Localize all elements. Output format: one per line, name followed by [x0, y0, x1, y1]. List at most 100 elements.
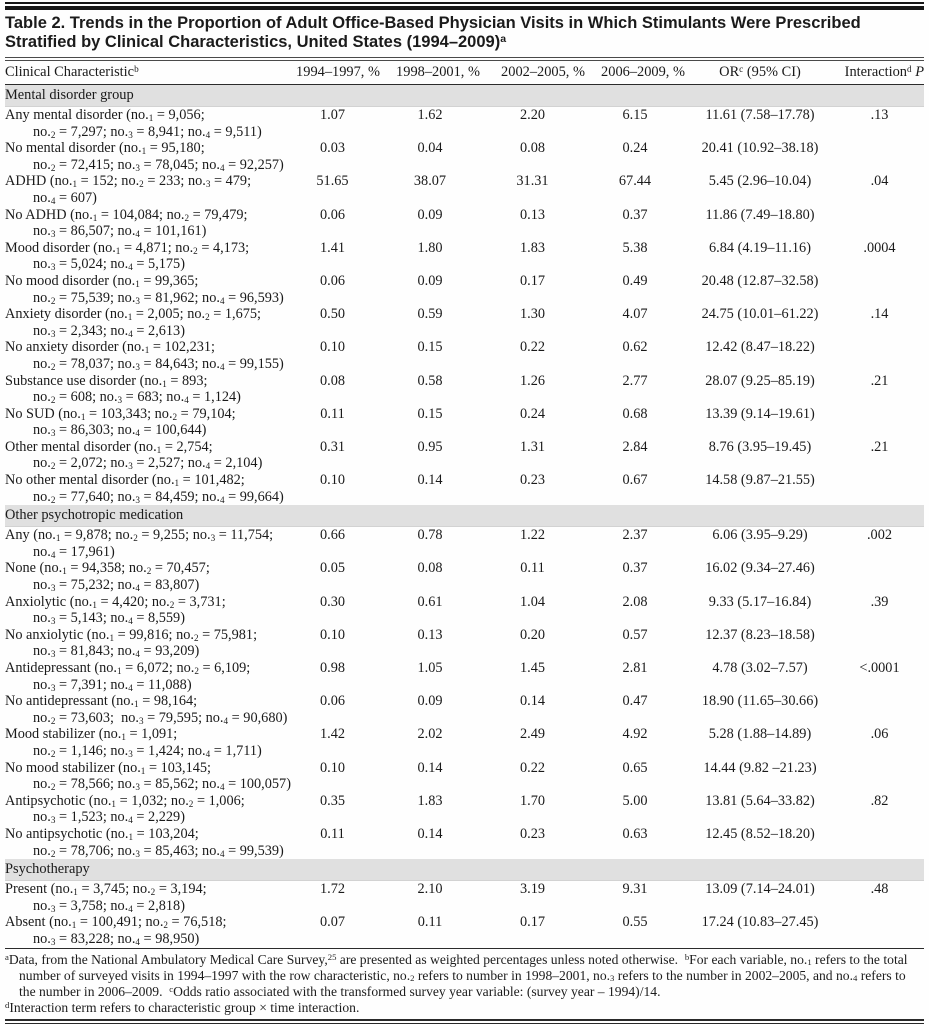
percent-value: 0.24 — [519, 405, 546, 422]
percent-value: 0.20 — [519, 626, 546, 643]
percent-value: 2.84 — [622, 438, 648, 455]
percent-value: 0.14 — [417, 825, 443, 842]
interaction-p-value: .39 — [870, 593, 889, 610]
row-label: No mood stabilizer (no.1 = 103,145; no.2 … — [5, 760, 291, 793]
odds-ratio-ci-value: 13.09 (7.14–24.01) — [705, 881, 815, 898]
row-label-text: No ADHD (no.1 = 104,084; no.2 = 79,479; — [5, 206, 248, 223]
row-label: No mental disorder (no.1 = 95,180; no.2 =… — [5, 140, 285, 173]
percent-value: 1.05 — [417, 660, 443, 676]
percent-value: 2.20 — [519, 107, 546, 123]
row-label-continuation: no.3 = 5,024; no.4 = 5,175) — [33, 256, 185, 273]
row-label-text: Present (no.1 = 3,745; no.2 = 3,194; — [5, 881, 207, 898]
section-row: Psychotherapy — [5, 859, 924, 882]
table-row: No SUD (no.1 = 103,343; no.2 = 79,104; no… — [5, 406, 924, 439]
row-label: No mood disorder (no.1 = 99,365; no.2 = 7… — [5, 273, 285, 306]
row-label-text: No anxiolytic (no.1 = 99,816; no.2 = 75,… — [5, 626, 258, 643]
odds-ratio-ci-value: 28.07 (9.25–85.19) — [705, 372, 815, 389]
row-label-text: Mood stabilizer (no.1 = 1,091; — [5, 726, 178, 743]
interaction-p-value: <.0001 — [859, 660, 900, 676]
odds-ratio-ci-value: 5.28 (1.88–14.89) — [708, 726, 812, 743]
row-label: Antipsychotic (no.1 = 1,032; no.2 = 1,00… — [5, 793, 285, 826]
top-rule-thin — [5, 2, 924, 4]
percent-value: 6.15 — [622, 107, 648, 123]
percent-value: 0.08 — [519, 140, 546, 157]
percent-value: 0.61 — [417, 593, 443, 610]
interaction-p-value — [835, 760, 924, 793]
percent-value: 0.17 — [519, 272, 546, 289]
table-row: Absent (no.1 = 100,491; no.2 = 76,518; no… — [5, 914, 924, 947]
percent-value: 0.06 — [319, 206, 346, 223]
row-label-continuation: no.3 = 3,758; no.4 = 2,818) — [33, 897, 185, 914]
table-row: ADHD (no.1 = 152; no.2 = 233; no.3 = 479… — [5, 173, 924, 206]
percent-value: 0.24 — [622, 140, 648, 157]
percent-value: 0.05 — [319, 560, 346, 577]
percent-value: 0.23 — [519, 472, 546, 489]
row-label: No ADHD (no.1 = 104,084; no.2 = 79,479; n… — [5, 207, 285, 240]
table-row: Present (no.1 = 3,745; no.2 = 3,194; no.3… — [5, 881, 924, 915]
percent-value: 0.68 — [622, 405, 648, 422]
bottom-rule-thin — [5, 1018, 924, 1021]
percent-value: 0.58 — [417, 372, 443, 389]
percent-value: 2.02 — [417, 726, 443, 743]
percent-value: 0.57 — [622, 626, 648, 643]
percent-value: 1.30 — [519, 306, 546, 323]
odds-ratio-ci-value: 11.61 (7.58–17.78) — [705, 107, 815, 123]
odds-ratio-ci-value: 14.44 (9.82 –21.23) — [703, 759, 817, 776]
row-label-continuation: no.2 = 7,297; no.3 = 8,941; no.4 = 9,511… — [33, 123, 262, 140]
percent-value: 3.19 — [519, 881, 546, 898]
table-row: No mood disorder (no.1 = 99,365; no.2 = 7… — [5, 273, 924, 306]
percent-value: 1.70 — [519, 792, 546, 809]
percent-value: 0.10 — [319, 626, 346, 643]
percent-value: 0.11 — [417, 914, 443, 931]
odds-ratio-ci-value: 16.02 (9.34–27.46) — [705, 560, 815, 577]
row-label-text: None (no.1 = 94,358; no.2 = 70,457; — [5, 560, 210, 577]
percent-value: 1.45 — [519, 660, 546, 676]
percent-value: 67.44 — [618, 173, 652, 190]
percent-value: 0.09 — [417, 206, 443, 223]
row-label-text: No anxiety disorder (no.1 = 102,231; — [5, 339, 215, 356]
odds-ratio-ci-value: 11.86 (7.49–18.80) — [705, 206, 815, 223]
percent-value: 51.65 — [316, 173, 349, 190]
odds-ratio-ci-value: 13.39 (9.14–19.61) — [705, 405, 815, 422]
column-header-row: Clinical Characteristicb 1994–1997, % 1998… — [5, 61, 924, 85]
percent-value: 0.59 — [417, 306, 443, 323]
percent-value: 1.07 — [319, 107, 346, 123]
percent-value: 0.23 — [519, 825, 546, 842]
percent-value: 0.35 — [319, 792, 346, 809]
section-header: Psychotherapy — [5, 859, 924, 882]
odds-ratio-ci-value: 24.75 (10.01–61.22) — [701, 306, 819, 323]
interaction-p-value: .06 — [870, 726, 889, 743]
percent-value: 1.31 — [519, 438, 546, 455]
interaction-p-value — [835, 140, 924, 173]
odds-ratio-ci-value: 8.76 (3.95–19.45) — [708, 438, 812, 455]
row-label-text: No antidepressant (no.1 = 98,164; — [5, 693, 198, 710]
row-label-text: No antipsychotic (no.1 = 103,204; — [5, 825, 199, 842]
row-label-continuation: no.2 = 608; no.3 = 683; no.4 = 1,124) — [33, 389, 241, 406]
row-label-text: Anxiolytic (no.1 = 4,420; no.2 = 3,731; — [5, 593, 226, 610]
row-label-continuation: no.3 = 83,228; no.4 = 98,950) — [33, 930, 200, 947]
row-label: ADHD (no.1 = 152; no.2 = 233; no.3 = 479… — [5, 173, 285, 206]
percent-value: 0.06 — [319, 272, 346, 289]
row-label-text: No other mental disorder (no.1 = 101,482… — [5, 472, 245, 489]
table-row: Antipsychotic (no.1 = 1,032; no.2 = 1,00… — [5, 793, 924, 826]
percent-value: 2.49 — [519, 726, 546, 743]
interaction-p-value — [835, 826, 924, 859]
odds-ratio-ci-value: 14.58 (9.87–21.55) — [705, 472, 815, 489]
percent-value: 1.26 — [519, 372, 546, 389]
percent-value: 0.55 — [622, 914, 648, 931]
percent-value: 0.65 — [622, 759, 648, 776]
table-row: Any mental disorder (no.1 = 9,056; no.2 =… — [5, 107, 924, 141]
row-label: Substance use disorder (no.1 = 893; no.2 … — [5, 373, 285, 406]
odds-ratio-ci-value: 6.06 (3.95–9.29) — [712, 527, 808, 544]
row-label-continuation: no.3 = 2,343; no.4 = 2,613) — [33, 322, 185, 339]
row-label-text: Any mental disorder (no.1 = 9,056; — [5, 107, 205, 123]
footnote: aData, from the National Ambulatory Medi… — [5, 951, 908, 999]
percent-value: 0.78 — [417, 527, 443, 544]
table-title: Table 2. Trends in the Proportion of Adu… — [5, 14, 861, 51]
percent-value: 1.72 — [319, 881, 346, 898]
row-label: No anxiety disorder (no.1 = 102,231; no.2… — [5, 339, 285, 372]
percent-value: 0.10 — [319, 759, 346, 776]
row-label-text: Substance use disorder (no.1 = 893; — [5, 372, 208, 389]
section-header: Mental disorder group — [5, 84, 924, 107]
odds-ratio-ci-value: 9.33 (5.17–16.84) — [708, 593, 812, 610]
